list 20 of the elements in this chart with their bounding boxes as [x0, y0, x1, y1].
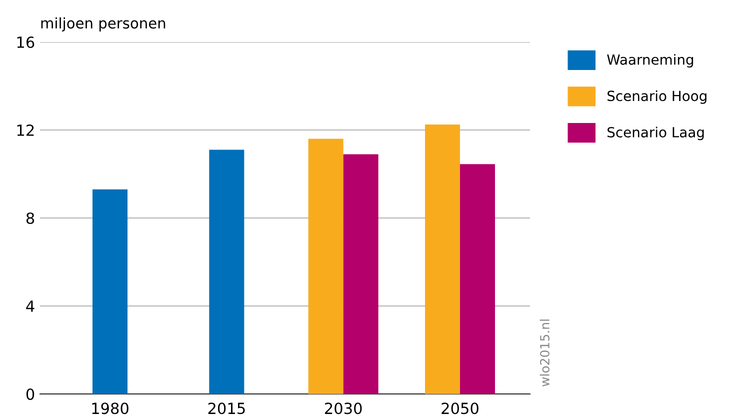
bar [460, 164, 495, 394]
text: wlo2015.nl [540, 320, 550, 386]
x-tick-label: 2050 [442, 402, 478, 414]
y-tick-label: 4 [26, 300, 34, 312]
bar [209, 150, 244, 394]
legend-label: Waarneming [607, 54, 694, 68]
bar [425, 124, 460, 394]
y-tick-label: 12 [17, 124, 34, 136]
bar [92, 189, 128, 394]
y-tick-label: 0 [26, 388, 34, 400]
x-tick-label: 1980 [92, 402, 128, 414]
y-tick-label: 16 [17, 36, 34, 48]
bar [343, 154, 378, 394]
y-tick-label: 8 [26, 212, 34, 224]
y-axis-title: miljoen personen [41, 17, 166, 32]
legend-label: Scenario Hoog [608, 90, 706, 104]
legend-label: Scenario Laag [608, 126, 704, 140]
x-tick-label: 2030 [325, 402, 362, 414]
x-tick-label: 2015 [208, 402, 245, 414]
bar [308, 138, 344, 394]
